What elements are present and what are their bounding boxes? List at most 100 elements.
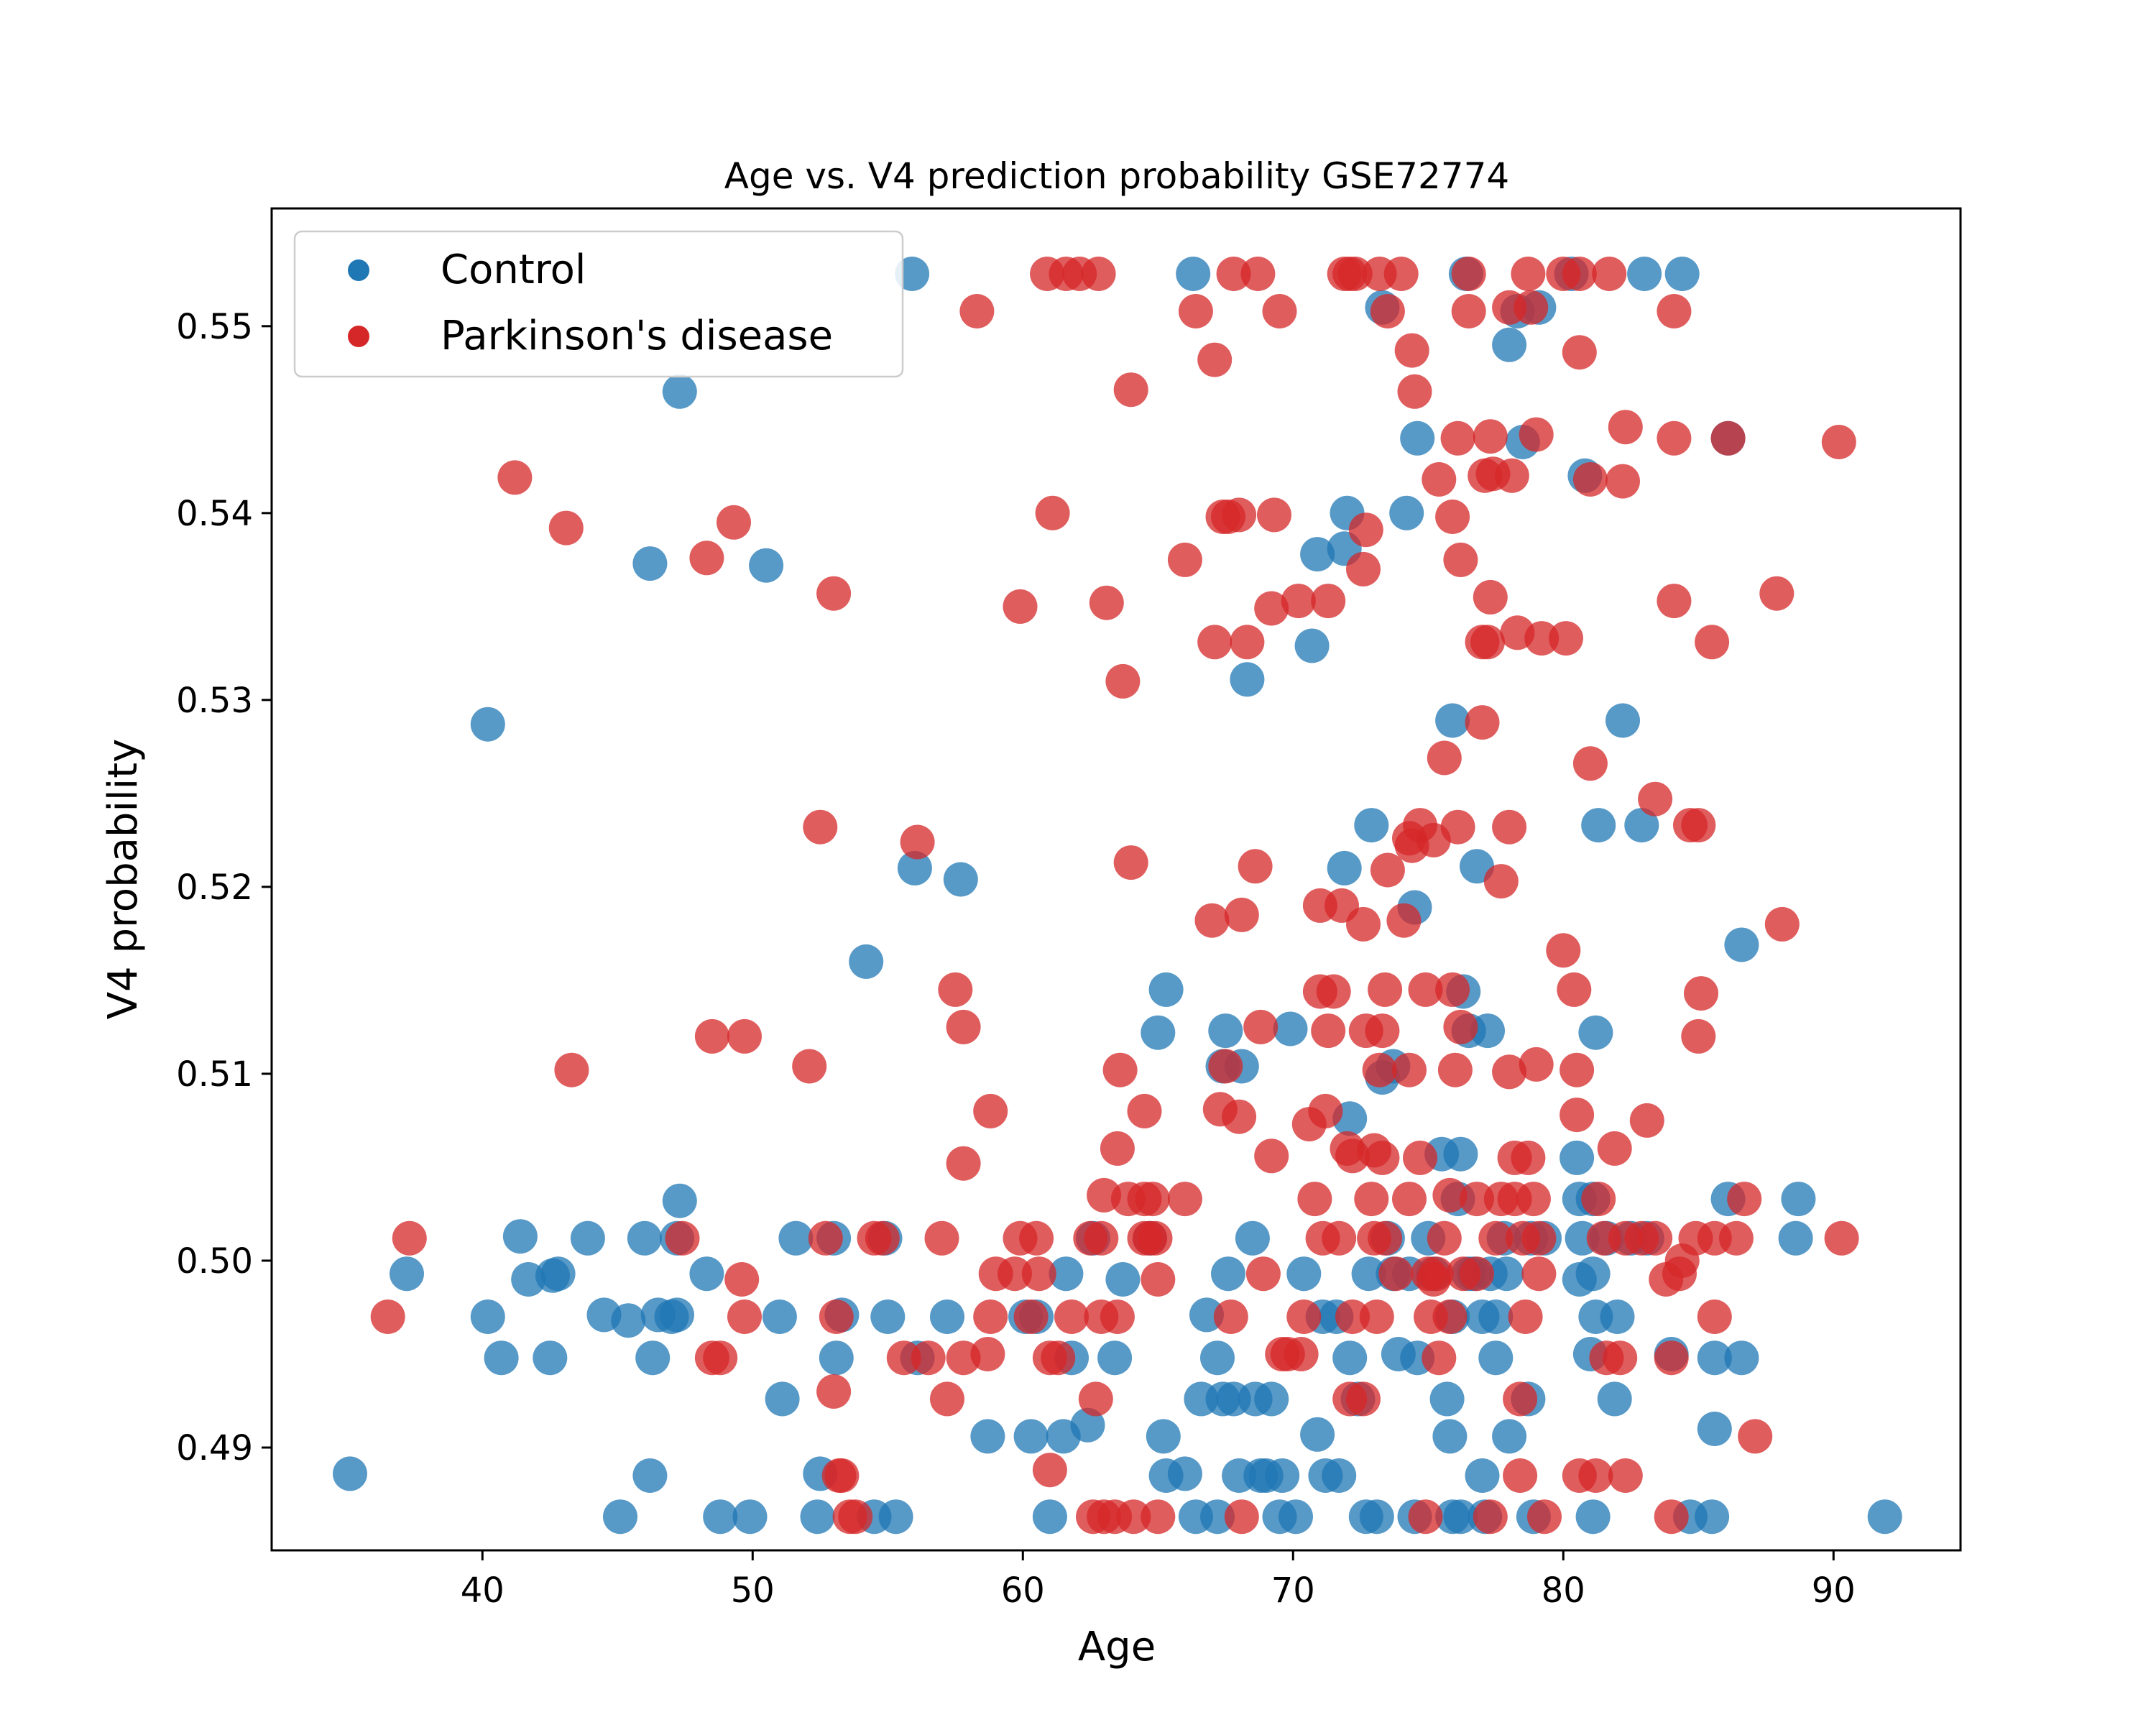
point-control [819,1340,854,1376]
point-parkinsons [1695,625,1730,660]
point-parkinsons [1089,585,1124,620]
point-control [1778,1220,1813,1256]
point-control [390,1256,424,1292]
point-parkinsons [1432,1300,1468,1334]
point-parkinsons [1100,1300,1135,1334]
point-control [1105,1262,1141,1297]
point-parkinsons [1019,1220,1054,1256]
point-parkinsons [689,540,724,576]
point-parkinsons [1078,1381,1113,1417]
point-parkinsons [1638,781,1673,816]
point-control [1560,1140,1595,1175]
point-parkinsons [1546,933,1581,968]
point-parkinsons [1603,1340,1638,1376]
point-control [1097,1340,1133,1376]
point-control [1294,628,1330,663]
point-parkinsons [1435,500,1470,534]
point-parkinsons [1759,576,1795,611]
point-parkinsons [1427,1220,1462,1256]
point-control [1492,327,1527,362]
point-parkinsons [1216,257,1251,291]
point-parkinsons [946,1009,981,1044]
point-control [1049,1256,1084,1292]
point-control [1781,1182,1816,1217]
point-parkinsons [1222,1099,1257,1134]
point-parkinsons [1084,1220,1119,1256]
point-parkinsons [703,1340,738,1376]
point-parkinsons [1003,589,1038,624]
point-control [930,1300,964,1334]
point-parkinsons [1432,1177,1468,1213]
point-parkinsons [959,294,995,328]
point-parkinsons [824,1458,860,1493]
point-control [1265,1458,1300,1493]
point-parkinsons [1354,1182,1389,1217]
point-control [1697,1412,1732,1446]
point-parkinsons [554,1052,589,1087]
point-parkinsons [1346,551,1381,586]
point-parkinsons [1311,584,1346,619]
point-parkinsons [1697,1300,1732,1334]
point-control [1627,257,1662,291]
point-control [1664,257,1700,291]
point-control [1279,1499,1313,1535]
point-control [603,1499,637,1535]
point-parkinsons [1511,257,1546,291]
point-control [1146,1419,1181,1454]
point-parkinsons [1440,809,1475,845]
point-parkinsons [1178,294,1213,328]
point-control [1724,927,1759,962]
y-tick-label: 0.49 [176,1428,253,1468]
point-control [1489,1256,1524,1292]
point-control [533,1340,568,1376]
point-parkinsons [816,1374,852,1409]
point-parkinsons [1408,1499,1443,1535]
point-parkinsons [1629,1103,1664,1138]
point-control [1695,1499,1730,1535]
point-parkinsons [1572,462,1608,497]
point-control [1286,1256,1322,1292]
point-control [1465,1458,1500,1493]
point-control [1478,1300,1514,1334]
point-control [749,548,784,583]
point-parkinsons [973,1093,1008,1128]
point-parkinsons [1608,1458,1643,1493]
y-tick-label: 0.55 [176,307,253,347]
point-parkinsons [1257,497,1291,533]
point-parkinsons [1141,1262,1176,1297]
point-parkinsons [1262,294,1297,328]
point-parkinsons [1519,1046,1554,1082]
y-tick-label: 0.50 [176,1241,253,1282]
point-parkinsons [1281,584,1316,619]
point-parkinsons [1284,1337,1319,1371]
point-parkinsons [808,1220,843,1256]
chart-title: Age vs. V4 prediction probability GSE727… [724,155,1509,197]
point-parkinsons [370,1300,405,1334]
point-control [1167,1456,1202,1491]
point-parkinsons [1346,906,1381,942]
point-control [662,374,697,409]
point-control [1176,257,1211,291]
point-parkinsons [727,1018,762,1054]
point-parkinsons [1514,290,1549,325]
point-parkinsons [1606,464,1640,499]
point-parkinsons [1213,1300,1248,1334]
point-parkinsons [1316,974,1351,1009]
point-control [1254,1381,1289,1417]
point-parkinsons [1654,1340,1689,1376]
point-parkinsons [1308,1093,1343,1128]
point-control [970,1419,1005,1454]
point-parkinsons [819,1300,854,1334]
point-parkinsons [1368,1220,1403,1256]
point-parkinsons [911,1340,946,1376]
point-control [1354,808,1389,843]
point-parkinsons [1718,1220,1754,1256]
point-control [1724,1340,1759,1376]
point-control [1148,972,1184,1007]
point-parkinsons [1386,903,1422,938]
point-parkinsons [1440,420,1475,456]
point-parkinsons [924,1220,959,1256]
point-parkinsons [803,809,838,845]
point-control [1575,1499,1611,1535]
point-parkinsons [1562,335,1597,370]
